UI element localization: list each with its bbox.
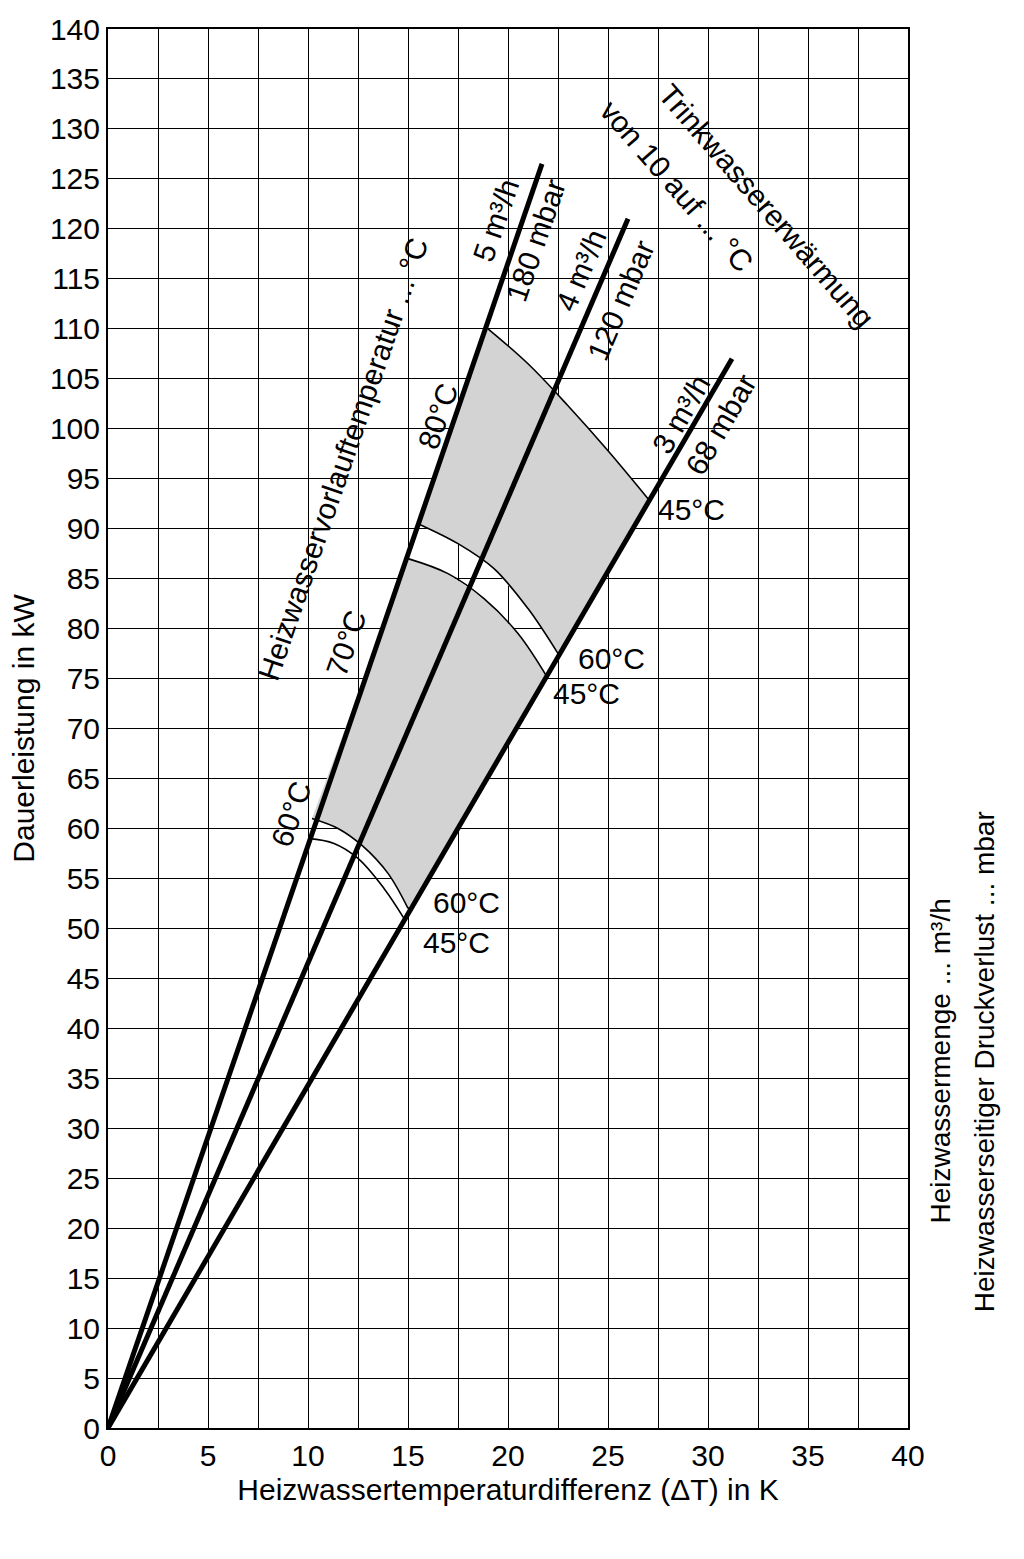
svg-text:5: 5: [83, 1362, 100, 1395]
svg-text:Trinkwassererwärmung: Trinkwassererwärmung: [652, 78, 881, 334]
svg-text:45°C: 45°C: [423, 926, 490, 959]
svg-text:45°C: 45°C: [553, 677, 620, 710]
svg-text:120: 120: [50, 212, 100, 245]
svg-text:70°C: 70°C: [320, 606, 373, 680]
svg-text:90: 90: [67, 512, 100, 545]
svg-text:10: 10: [291, 1439, 324, 1472]
svg-text:85: 85: [67, 562, 100, 595]
svg-text:95: 95: [67, 462, 100, 495]
svg-text:65: 65: [67, 762, 100, 795]
svg-text:Heizwassertemperaturdifferenz: Heizwassertemperaturdifferenz (ΔT) in K: [237, 1473, 778, 1506]
svg-text:30: 30: [67, 1112, 100, 1145]
svg-text:0: 0: [83, 1412, 100, 1445]
svg-text:130: 130: [50, 112, 100, 145]
svg-text:100: 100: [50, 412, 100, 445]
svg-text:15: 15: [67, 1262, 100, 1295]
svg-text:Heizwassermenge ... m³/h: Heizwassermenge ... m³/h: [925, 898, 956, 1223]
svg-text:75: 75: [67, 662, 100, 695]
svg-text:50: 50: [67, 912, 100, 945]
svg-text:35: 35: [67, 1062, 100, 1095]
svg-text:45: 45: [67, 962, 100, 995]
svg-text:20: 20: [491, 1439, 524, 1472]
svg-text:60°C: 60°C: [433, 886, 500, 919]
svg-text:von 10 auf ... °C: von 10 auf ... °C: [594, 94, 760, 278]
svg-text:5: 5: [200, 1439, 217, 1472]
svg-text:120 mbar: 120 mbar: [581, 236, 661, 366]
svg-text:Heizwasservorlauftemperatur ..: Heizwasservorlauftemperatur ... °C: [252, 233, 435, 684]
svg-text:125: 125: [50, 162, 100, 195]
svg-text:25: 25: [591, 1439, 624, 1472]
svg-text:45°C: 45°C: [658, 493, 725, 526]
svg-text:80: 80: [67, 612, 100, 645]
svg-text:3 m³/h: 3 m³/h: [646, 369, 717, 459]
svg-text:0: 0: [100, 1439, 117, 1472]
svg-text:115: 115: [52, 262, 100, 295]
svg-text:20: 20: [67, 1212, 100, 1245]
svg-text:80°C: 80°C: [411, 379, 464, 453]
svg-text:35: 35: [791, 1439, 824, 1472]
svg-text:110: 110: [52, 312, 100, 345]
svg-text:Dauerleistung in kW: Dauerleistung in kW: [7, 594, 40, 863]
svg-text:68 mbar: 68 mbar: [679, 369, 763, 481]
svg-text:180 mbar: 180 mbar: [500, 175, 572, 306]
svg-text:60°C: 60°C: [265, 777, 318, 851]
svg-text:25: 25: [67, 1162, 100, 1195]
svg-text:5 m³/h: 5 m³/h: [466, 175, 525, 266]
svg-text:55: 55: [67, 862, 100, 895]
svg-text:4 m³/h: 4 m³/h: [549, 225, 613, 316]
svg-text:40: 40: [67, 1012, 100, 1045]
svg-text:140: 140: [50, 13, 100, 46]
svg-text:Heizwasserseitiger Druckverlus: Heizwasserseitiger Druckverlust ... mbar: [969, 811, 1000, 1312]
svg-text:135: 135: [50, 62, 100, 95]
svg-text:105: 105: [50, 362, 100, 395]
svg-text:15: 15: [391, 1439, 424, 1472]
svg-text:10: 10: [67, 1312, 100, 1345]
svg-text:40: 40: [891, 1439, 924, 1472]
svg-text:60°C: 60°C: [578, 642, 645, 675]
svg-text:30: 30: [691, 1439, 724, 1472]
svg-text:60: 60: [67, 812, 100, 845]
svg-text:70: 70: [67, 712, 100, 745]
